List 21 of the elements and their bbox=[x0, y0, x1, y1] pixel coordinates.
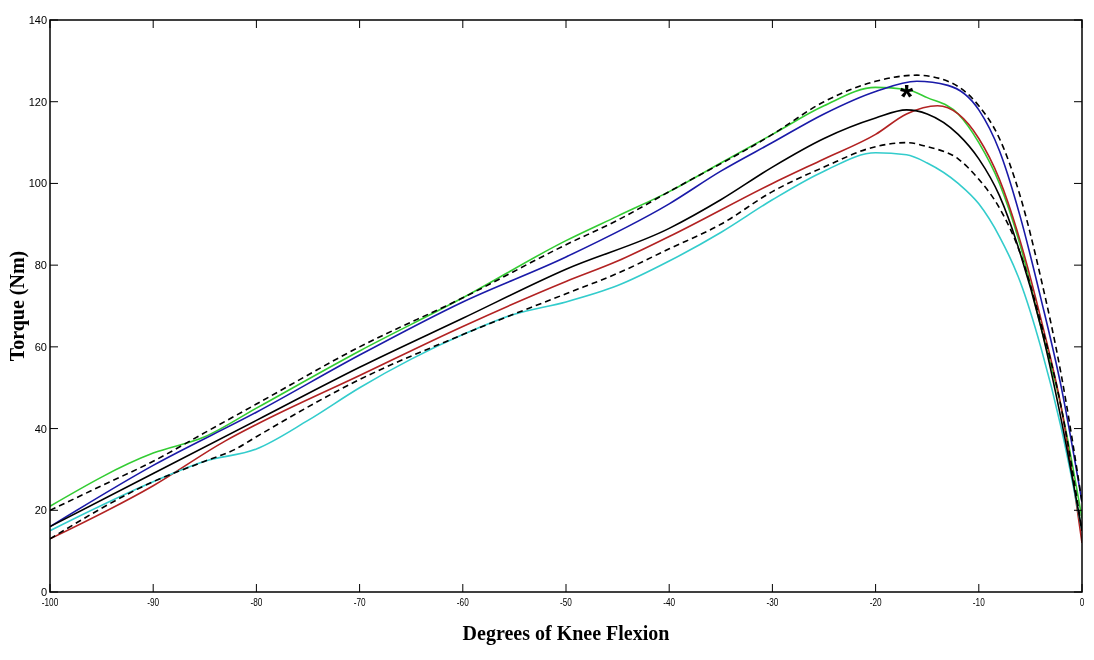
x-tick-label: -100 bbox=[41, 595, 59, 609]
x-tick-label: -90 bbox=[147, 595, 160, 609]
y-tick-label: 80 bbox=[34, 259, 47, 272]
x-tick-label: -40 bbox=[663, 595, 676, 609]
x-tick-label: -20 bbox=[869, 595, 883, 609]
y-tick-label: 20 bbox=[34, 504, 47, 517]
x-tick-label: 0 bbox=[1079, 595, 1085, 609]
y-tick-label: 60 bbox=[34, 340, 47, 353]
x-axis-title: Degrees of Knee Flexion bbox=[462, 622, 670, 645]
x-tick-label: -70 bbox=[353, 595, 367, 609]
x-tick-label: -10 bbox=[972, 595, 986, 609]
y-tick-label: 100 bbox=[28, 177, 47, 190]
y-tick-label: 0 bbox=[40, 586, 47, 598]
x-tick-label: -80 bbox=[250, 595, 263, 609]
y-tick-label: 40 bbox=[34, 422, 47, 435]
x-tick-label: -30 bbox=[766, 595, 779, 609]
y-tick-label: 140 bbox=[28, 14, 47, 26]
x-tick-label: -50 bbox=[560, 595, 573, 609]
y-axis-title: Torque (Nm) bbox=[6, 250, 29, 362]
x-tick-label: -60 bbox=[456, 595, 470, 609]
y-tick-label: 120 bbox=[28, 95, 47, 108]
